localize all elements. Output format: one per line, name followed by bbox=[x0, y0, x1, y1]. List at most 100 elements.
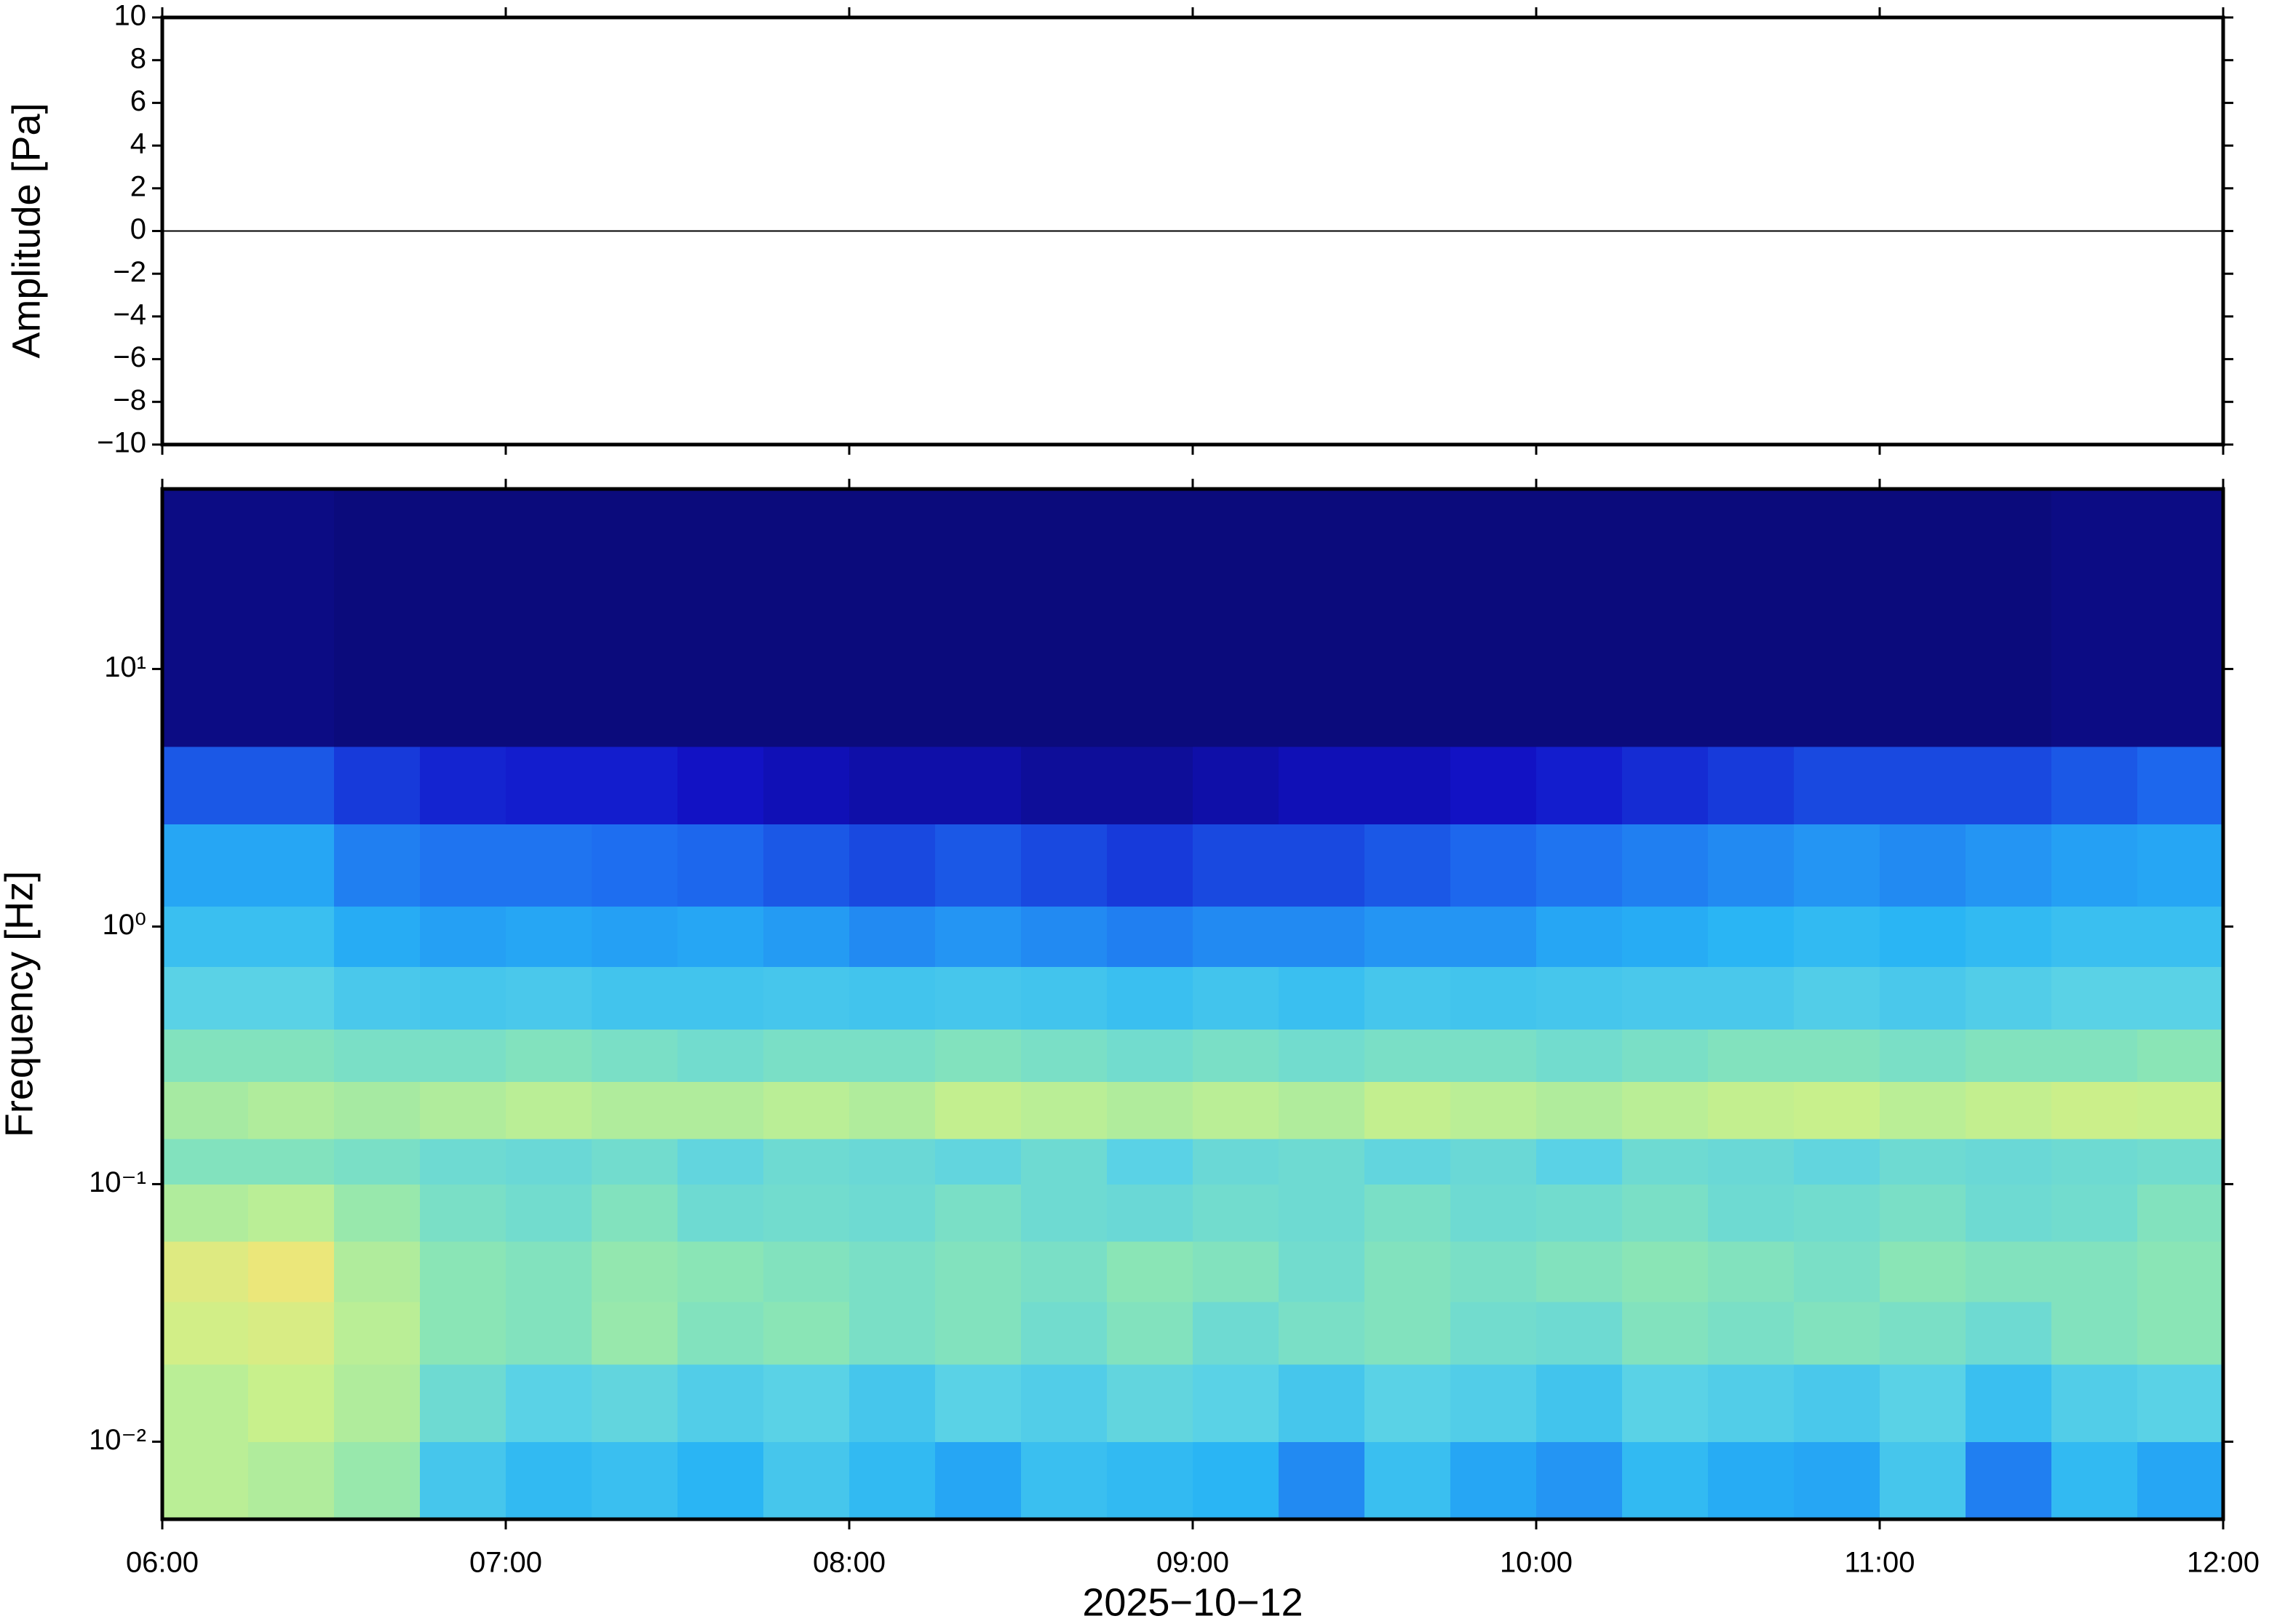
spectrogram-cell bbox=[1193, 1184, 1279, 1242]
x-tick-label: 07:00 bbox=[469, 1547, 542, 1579]
spectrogram-cell bbox=[506, 747, 592, 825]
spectrogram-cell bbox=[1794, 489, 1880, 747]
spectrogram-cell bbox=[1966, 1364, 2052, 1443]
spectrogram-cell bbox=[1021, 747, 1108, 825]
spectrogram-cell bbox=[592, 1184, 678, 1242]
spectrogram-cell bbox=[677, 1029, 764, 1083]
spectrogram-cell bbox=[1364, 1029, 1451, 1083]
spectrogram-cell bbox=[849, 1184, 936, 1242]
spectrogram bbox=[162, 489, 2224, 1520]
y-tick-label: 2 bbox=[130, 170, 146, 202]
spectrogram-cell bbox=[1536, 747, 1623, 825]
spectrogram-cell bbox=[1021, 1301, 1108, 1365]
x-tick-label: 10:00 bbox=[1500, 1547, 1573, 1579]
spectrogram-cell bbox=[592, 1139, 678, 1185]
spectrogram-cell bbox=[162, 1241, 249, 1302]
spectrogram-cell bbox=[1021, 1139, 1108, 1185]
plot-frame bbox=[160, 487, 2225, 1521]
spectrogram-cell bbox=[1536, 1441, 1623, 1520]
spectrogram-cell bbox=[935, 1184, 1022, 1242]
spectrogram-cell bbox=[1622, 1301, 1709, 1365]
spectrogram-cell bbox=[677, 824, 764, 907]
spectrogram-cell bbox=[592, 489, 678, 747]
spectrogram-cell bbox=[849, 489, 936, 747]
spectrogram-cell bbox=[763, 1081, 850, 1139]
spectrogram-cell bbox=[1364, 1241, 1451, 1302]
spectrogram-cell bbox=[248, 906, 335, 967]
spectrogram-cell bbox=[248, 747, 335, 825]
spectrogram-cell bbox=[1622, 1441, 1709, 1520]
spectrogram-cell bbox=[2137, 1301, 2224, 1365]
spectrogram-cell bbox=[1622, 824, 1709, 907]
spectrogram-cell bbox=[1107, 1184, 1193, 1242]
spectrogram-cell bbox=[1622, 1184, 1709, 1242]
y-tick-label: 10⁰ bbox=[102, 909, 146, 941]
spectrogram-cell bbox=[935, 747, 1022, 825]
spectrogram-cell bbox=[1107, 1441, 1193, 1520]
x-tick-label: 11:00 bbox=[1844, 1547, 1915, 1579]
spectrogram-cell bbox=[1622, 1029, 1709, 1083]
spectrogram-cell bbox=[248, 1184, 335, 1242]
spectrogram-cell bbox=[2137, 906, 2224, 967]
spectrogram-cell bbox=[1021, 1441, 1108, 1520]
spectrogram-cell bbox=[1622, 1364, 1709, 1443]
spectrogram-cell bbox=[2051, 1139, 2138, 1185]
spectrogram-cell bbox=[1966, 489, 2052, 747]
spectrogram-cell bbox=[1966, 1441, 2052, 1520]
spectrogram-cell bbox=[334, 906, 421, 967]
spectrogram-cell bbox=[849, 1081, 936, 1139]
spectrogram-cell bbox=[1279, 747, 1365, 825]
spectrogram-cell bbox=[2051, 966, 2138, 1030]
spectrogram-cell bbox=[1966, 1081, 2052, 1139]
spectrogram-cell bbox=[1450, 1081, 1537, 1139]
spectrogram-cell bbox=[506, 966, 592, 1030]
spectrogram-cell bbox=[1880, 1081, 1966, 1139]
spectrogram-cell bbox=[763, 747, 850, 825]
spectrogram-cell bbox=[1193, 1081, 1279, 1139]
spectrogram-cell bbox=[420, 1301, 506, 1365]
spectrogram-cell bbox=[1364, 1139, 1451, 1185]
spectrogram-cell bbox=[1450, 1441, 1537, 1520]
spectrogram-cell bbox=[1021, 1029, 1108, 1083]
spectrogram-cell bbox=[420, 1029, 506, 1083]
spectrogram-cell bbox=[677, 906, 764, 967]
spectrogram-cell bbox=[1107, 1241, 1193, 1302]
y-tick-label: 4 bbox=[130, 128, 146, 160]
spectrogram-cell bbox=[1107, 1029, 1193, 1083]
spectrogram-cell bbox=[1622, 1241, 1709, 1302]
spectrogram-cell bbox=[2137, 1081, 2224, 1139]
spectrogram-cell bbox=[1279, 1441, 1365, 1520]
spectrogram-cell bbox=[2051, 824, 2138, 907]
spectrogram-cell bbox=[592, 1364, 678, 1443]
spectrogram-cell bbox=[420, 1081, 506, 1139]
spectrogram-cell bbox=[1450, 906, 1537, 967]
spectrogram-cell bbox=[592, 1441, 678, 1520]
spectrogram-cell bbox=[592, 1301, 678, 1365]
spectrogram-cell bbox=[1193, 1241, 1279, 1302]
spectrogram-cell bbox=[763, 1301, 850, 1365]
spectrogram-cell bbox=[677, 1241, 764, 1302]
x-tick-label: 09:00 bbox=[1156, 1547, 1229, 1579]
spectrogram-cell bbox=[162, 1364, 249, 1443]
spectrogram-cell bbox=[2137, 747, 2224, 825]
spectrogram-cell bbox=[1708, 1139, 1795, 1185]
spectrogram-cell bbox=[1794, 906, 1880, 967]
spectrogram-cell bbox=[1708, 1241, 1795, 1302]
spectrogram-cell bbox=[1021, 1184, 1108, 1242]
spectrogram-cell bbox=[162, 824, 249, 907]
spectrogram-cell bbox=[935, 824, 1022, 907]
spectrogram-cell bbox=[1450, 489, 1537, 747]
spectrogram-cell bbox=[2051, 1301, 2138, 1365]
spectrogram-cell bbox=[1450, 747, 1537, 825]
spectrogram-cell bbox=[1107, 966, 1193, 1030]
spectrogram-cell bbox=[1279, 1029, 1365, 1083]
y-tick-label: 10⁻¹ bbox=[89, 1166, 146, 1198]
spectrogram-cell bbox=[1279, 1241, 1365, 1302]
spectrogram-cell bbox=[849, 1029, 936, 1083]
spectrogram-cell bbox=[763, 1184, 850, 1242]
spectrogram-cell bbox=[1021, 1241, 1108, 1302]
spectrogram-cell bbox=[506, 1441, 592, 1520]
spectrogram-cell bbox=[935, 1081, 1022, 1139]
spectrogram-cell bbox=[677, 1364, 764, 1443]
spectrogram-cell bbox=[849, 966, 936, 1030]
